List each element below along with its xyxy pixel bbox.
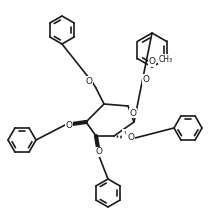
Text: O: O: [96, 148, 102, 157]
Text: O: O: [85, 76, 93, 85]
Text: O: O: [127, 134, 135, 143]
Text: O: O: [65, 120, 73, 129]
Text: CH₃: CH₃: [159, 55, 173, 64]
Text: ': ': [123, 130, 125, 140]
Text: O: O: [130, 108, 136, 118]
Text: O: O: [149, 58, 155, 67]
Text: O: O: [143, 75, 149, 84]
